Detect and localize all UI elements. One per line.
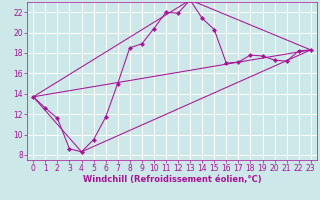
- X-axis label: Windchill (Refroidissement éolien,°C): Windchill (Refroidissement éolien,°C): [83, 175, 261, 184]
